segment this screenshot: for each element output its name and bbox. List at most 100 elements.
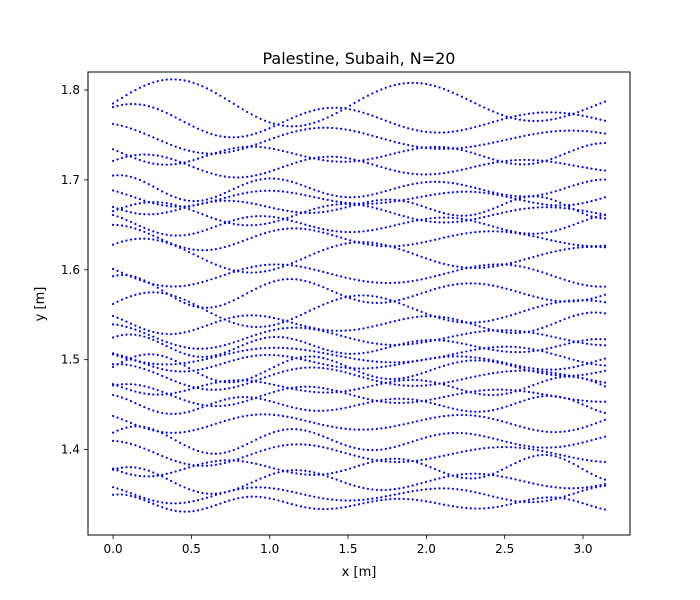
data-point bbox=[165, 345, 168, 348]
data-point bbox=[255, 234, 258, 238]
data-point bbox=[340, 195, 343, 198]
data-point bbox=[550, 446, 553, 449]
data-point bbox=[469, 344, 472, 347]
data-point bbox=[362, 241, 365, 244]
data-point bbox=[299, 389, 302, 392]
data-point bbox=[523, 480, 526, 483]
data-point bbox=[125, 193, 128, 196]
data-point bbox=[411, 202, 414, 205]
data-point bbox=[331, 233, 334, 237]
data-point bbox=[281, 428, 285, 432]
data-point bbox=[250, 413, 253, 417]
data-point bbox=[514, 117, 517, 120]
data-point bbox=[509, 477, 513, 480]
data-point bbox=[152, 283, 155, 287]
data-point bbox=[433, 238, 437, 241]
data-point bbox=[402, 150, 405, 153]
data-point bbox=[134, 157, 137, 160]
data-point bbox=[563, 375, 566, 378]
data-point bbox=[527, 308, 531, 311]
data-point bbox=[313, 355, 316, 358]
data-point bbox=[134, 423, 137, 426]
data-point bbox=[281, 336, 285, 339]
data-point bbox=[407, 397, 410, 401]
data-point bbox=[554, 446, 557, 449]
data-point bbox=[478, 221, 481, 224]
data-point bbox=[568, 203, 571, 207]
data-point bbox=[147, 153, 150, 156]
data-point bbox=[201, 374, 204, 377]
data-point bbox=[500, 406, 504, 409]
data-point bbox=[603, 213, 607, 217]
data-point bbox=[433, 275, 437, 278]
data-point bbox=[344, 505, 347, 509]
data-point bbox=[500, 113, 504, 117]
data-point bbox=[371, 163, 374, 166]
data-point bbox=[264, 315, 267, 318]
data-point bbox=[322, 347, 325, 350]
data-point bbox=[532, 331, 535, 334]
data-point bbox=[286, 326, 289, 330]
data-point bbox=[187, 466, 191, 469]
data-point bbox=[514, 499, 517, 503]
data-point bbox=[232, 194, 235, 197]
data-point bbox=[451, 340, 454, 343]
data-point bbox=[433, 147, 437, 150]
data-point bbox=[295, 264, 298, 268]
data-point bbox=[483, 410, 486, 413]
data-point bbox=[568, 366, 571, 370]
data-point bbox=[196, 463, 200, 466]
data-point bbox=[362, 402, 365, 405]
data-point bbox=[590, 217, 593, 220]
data-point bbox=[568, 455, 571, 458]
data-point bbox=[326, 228, 329, 232]
data-point bbox=[134, 293, 137, 296]
data-point bbox=[210, 306, 213, 309]
data-point bbox=[317, 433, 320, 436]
data-point bbox=[487, 473, 490, 476]
data-point bbox=[134, 365, 137, 368]
data-point bbox=[416, 81, 419, 85]
data-point bbox=[210, 346, 213, 350]
data-point bbox=[272, 431, 276, 434]
data-point bbox=[201, 497, 204, 501]
data-point bbox=[541, 131, 544, 134]
data-point bbox=[545, 325, 548, 328]
data-point bbox=[505, 159, 508, 162]
data-point bbox=[277, 123, 280, 126]
data-point bbox=[129, 226, 133, 229]
data-point bbox=[550, 498, 553, 501]
data-point bbox=[469, 359, 472, 362]
data-point bbox=[416, 359, 419, 362]
data-point bbox=[411, 401, 414, 404]
data-point bbox=[572, 399, 575, 402]
data-point bbox=[272, 467, 276, 470]
data-point bbox=[116, 149, 119, 153]
data-point bbox=[205, 425, 209, 428]
data-point bbox=[152, 428, 155, 431]
data-point bbox=[366, 351, 370, 354]
data-point bbox=[550, 251, 553, 254]
data-point bbox=[509, 345, 513, 348]
data-point bbox=[205, 388, 209, 391]
data-point bbox=[536, 119, 539, 123]
data-point bbox=[366, 202, 370, 205]
data-point bbox=[165, 341, 168, 344]
data-point bbox=[442, 432, 446, 435]
data-point bbox=[192, 283, 195, 286]
data-point bbox=[527, 195, 531, 198]
data-point bbox=[438, 455, 441, 458]
data-point bbox=[362, 376, 365, 379]
data-point bbox=[366, 385, 370, 388]
data-point bbox=[514, 312, 517, 315]
data-point bbox=[335, 471, 338, 474]
data-point bbox=[331, 408, 334, 412]
data-point bbox=[313, 473, 316, 476]
data-point bbox=[219, 316, 222, 319]
data-point bbox=[295, 211, 298, 214]
data-point bbox=[187, 233, 191, 236]
data-point bbox=[393, 460, 396, 464]
data-point bbox=[219, 94, 222, 97]
data-point bbox=[429, 398, 432, 401]
data-point bbox=[170, 502, 173, 505]
